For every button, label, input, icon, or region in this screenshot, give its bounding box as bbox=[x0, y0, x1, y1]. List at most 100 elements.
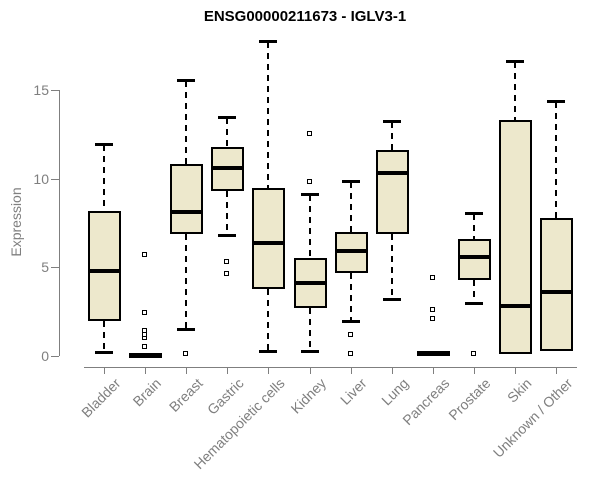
upper-whisker-cap bbox=[464, 212, 483, 216]
lower-whisker bbox=[349, 272, 352, 321]
y-tick-label: 15 bbox=[33, 82, 49, 98]
x-axis-tick bbox=[473, 367, 475, 374]
upper-whisker bbox=[514, 61, 516, 121]
outlier-point bbox=[306, 179, 312, 185]
median-line bbox=[293, 281, 327, 286]
x-axis-tick bbox=[309, 367, 311, 374]
x-tick-label: Liver bbox=[337, 375, 370, 408]
boxplot-box bbox=[170, 164, 204, 234]
lower-whisker bbox=[226, 191, 229, 236]
boxplot-box bbox=[457, 238, 491, 280]
outlier-point bbox=[142, 328, 148, 334]
x-axis-tick bbox=[227, 367, 229, 374]
y-axis-tick bbox=[51, 356, 59, 357]
y-axis-line bbox=[59, 90, 60, 356]
boxplot-box bbox=[540, 217, 574, 351]
upper-whisker-cap bbox=[218, 116, 237, 120]
lower-whisker-cap bbox=[464, 301, 483, 305]
lower-whisker bbox=[390, 233, 393, 300]
y-tick-label: 0 bbox=[41, 348, 49, 364]
y-axis-tick bbox=[51, 178, 59, 180]
y-tick-label: 10 bbox=[33, 170, 49, 187]
upper-whisker-cap bbox=[382, 119, 401, 123]
upper-whisker-cap bbox=[547, 100, 566, 104]
x-tick-label: Kidney bbox=[287, 375, 329, 417]
upper-whisker bbox=[185, 81, 188, 165]
outlier-point bbox=[429, 315, 435, 321]
lower-whisker-cap bbox=[218, 234, 237, 238]
upper-whisker-cap bbox=[506, 59, 524, 63]
lower-whisker bbox=[185, 233, 188, 330]
upper-whisker bbox=[390, 121, 393, 151]
lower-whisker-cap bbox=[259, 349, 278, 353]
upper-whisker bbox=[103, 144, 105, 211]
x-axis-tick bbox=[556, 367, 558, 374]
x-tick-label: Bladder bbox=[77, 375, 124, 421]
median-line bbox=[129, 353, 163, 358]
outlier-point bbox=[142, 251, 148, 257]
upper-whisker bbox=[308, 194, 311, 259]
upper-whisker bbox=[472, 214, 475, 239]
lower-whisker-cap bbox=[95, 351, 113, 355]
lower-whisker bbox=[308, 308, 311, 351]
outlier-point bbox=[142, 344, 148, 350]
median-line bbox=[334, 249, 368, 254]
y-axis-label: Expression bbox=[8, 187, 24, 257]
median-line bbox=[211, 166, 245, 171]
outlier-point bbox=[470, 351, 476, 357]
upper-whisker-cap bbox=[300, 192, 319, 196]
upper-whisker bbox=[555, 102, 558, 218]
y-axis-tick bbox=[51, 90, 59, 91]
lower-whisker bbox=[267, 288, 270, 351]
lower-whisker bbox=[472, 279, 475, 303]
x-tick-label: Brain bbox=[129, 375, 165, 410]
outlier-point bbox=[224, 271, 230, 277]
x-axis-tick bbox=[391, 367, 393, 374]
outlier-point bbox=[429, 306, 435, 312]
x-tick-label: Prostate bbox=[445, 375, 494, 424]
lower-whisker-cap bbox=[300, 349, 319, 353]
upper-whisker bbox=[226, 118, 229, 147]
lower-whisker bbox=[103, 320, 105, 353]
upper-whisker-cap bbox=[341, 180, 360, 184]
upper-whisker-cap bbox=[95, 142, 113, 146]
median-line bbox=[416, 351, 450, 356]
outlier-point bbox=[429, 274, 435, 280]
upper-whisker bbox=[349, 182, 352, 232]
y-tick-label: 5 bbox=[41, 259, 49, 276]
x-tick-label: Breast bbox=[165, 375, 206, 415]
outlier-point bbox=[347, 331, 353, 337]
outlier-point bbox=[142, 310, 148, 316]
median-line bbox=[457, 254, 491, 259]
boxplot-box bbox=[375, 150, 409, 234]
outlier-point bbox=[306, 131, 312, 137]
boxplot-box bbox=[252, 187, 286, 289]
x-axis-line bbox=[83, 367, 577, 368]
lower-whisker-cap bbox=[177, 328, 196, 332]
y-axis-tick bbox=[51, 267, 59, 269]
outlier-point bbox=[347, 351, 353, 357]
upper-whisker-cap bbox=[259, 40, 278, 44]
median-line bbox=[252, 240, 286, 245]
lower-whisker-cap bbox=[382, 298, 401, 302]
outlier-point bbox=[224, 259, 230, 264]
median-line bbox=[88, 268, 121, 273]
upper-whisker bbox=[267, 42, 270, 188]
x-axis-tick bbox=[350, 367, 352, 374]
lower-whisker-cap bbox=[341, 319, 360, 323]
median-line bbox=[540, 290, 574, 295]
x-axis-tick bbox=[104, 367, 105, 374]
chart-title: ENSG00000211673 - IGLV3-1 bbox=[203, 8, 407, 25]
median-line bbox=[499, 304, 532, 309]
x-axis-tick bbox=[145, 367, 147, 374]
boxplot-box bbox=[499, 120, 532, 355]
x-tick-label: Skin bbox=[503, 375, 535, 406]
x-tick-label: Lung bbox=[377, 375, 412, 409]
upper-whisker-cap bbox=[177, 79, 196, 83]
x-axis-tick bbox=[186, 367, 188, 374]
boxplot-box bbox=[88, 210, 121, 321]
x-axis-tick bbox=[432, 367, 434, 374]
median-line bbox=[170, 210, 204, 215]
x-axis-tick bbox=[268, 367, 270, 374]
